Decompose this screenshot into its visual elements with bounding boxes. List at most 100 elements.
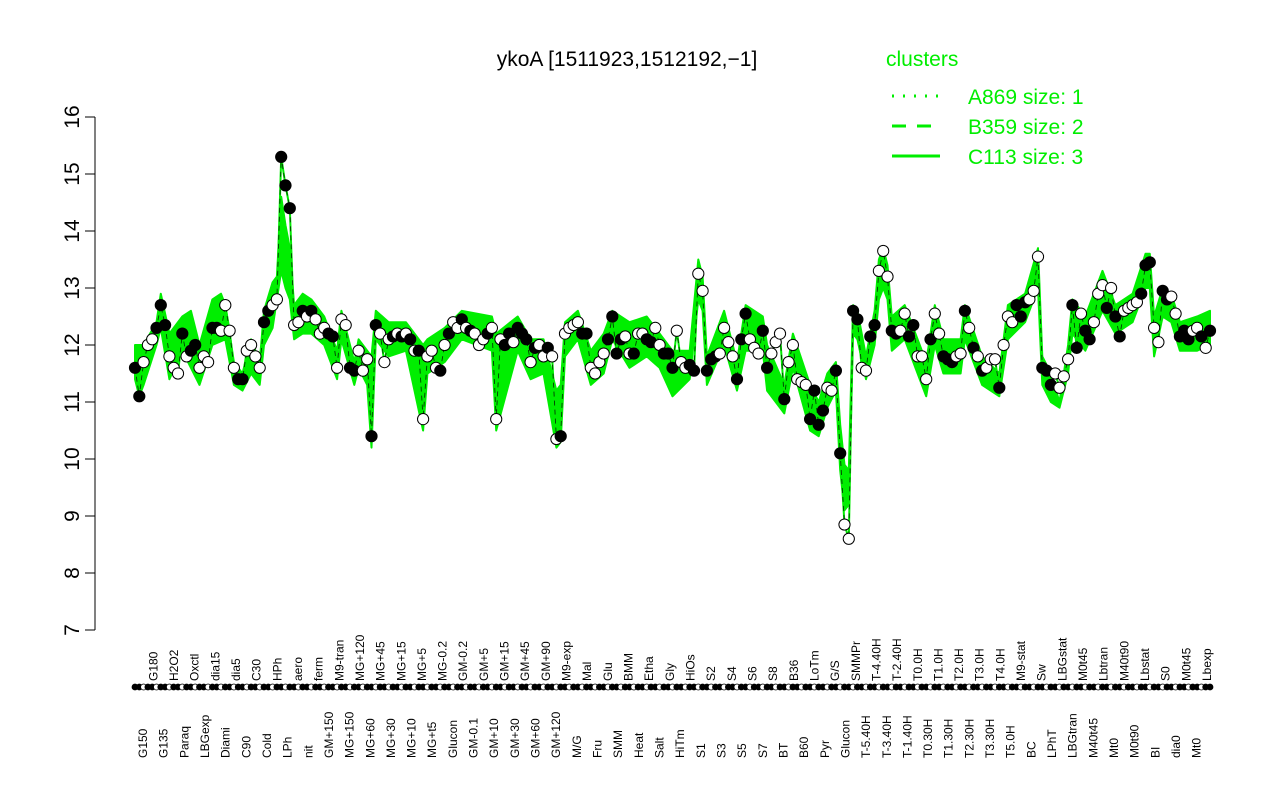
data-point-open xyxy=(374,327,387,340)
data-points xyxy=(128,150,1217,545)
x-tick-label: MG+120 xyxy=(353,634,367,681)
x-tick-label: T3.30H xyxy=(983,719,997,758)
data-point-open xyxy=(713,347,726,360)
y-tick-label: 11 xyxy=(61,391,84,413)
data-point-filled xyxy=(662,347,675,360)
x-tick-label: T0.30H xyxy=(921,719,935,758)
data-point-open xyxy=(988,353,1002,366)
x-tick-label: Salt xyxy=(653,737,667,758)
data-point-filled xyxy=(176,327,189,340)
x-axis: G150 G180 G135 H2O2 Paraq Oxctl LBGexp dia15 Dia… xyxy=(131,634,1214,758)
data-point-open xyxy=(842,532,855,545)
data-point-filled xyxy=(442,327,455,340)
data-point-open xyxy=(799,378,812,391)
data-point-filled xyxy=(1100,301,1113,315)
data-point-open xyxy=(1169,307,1182,320)
data-point-open xyxy=(352,344,365,357)
x-tick-label: dia0 xyxy=(1169,735,1183,758)
x-tick-label: S1 xyxy=(694,743,708,758)
data-point-filled xyxy=(279,179,292,192)
legend-entry-b359: B359 size: 2 xyxy=(968,116,1084,139)
x-tick-label: MG+5 xyxy=(415,648,429,681)
x-tick-label: T2.0H xyxy=(952,648,966,681)
data-point-open xyxy=(1199,341,1212,354)
data-point-open xyxy=(1006,316,1019,329)
data-point-filled xyxy=(1109,310,1122,323)
data-point-open xyxy=(825,384,838,397)
y-tick-label: 14 xyxy=(61,219,84,243)
x-tick-label: MG+45 xyxy=(374,641,388,681)
data-point-filled xyxy=(804,413,817,426)
x-tick-label: M9-exp xyxy=(560,641,574,681)
data-point-filled xyxy=(1113,330,1126,343)
x-tick-label: LBGstat xyxy=(1055,637,1069,681)
x-tick-label: Gly xyxy=(663,663,677,681)
x-tick-label: MG+t5 xyxy=(425,721,439,758)
data-point-open xyxy=(249,350,262,363)
data-point-open xyxy=(193,361,206,374)
x-tick-label: Etha xyxy=(642,656,656,681)
data-point-open xyxy=(1165,290,1178,303)
data-point-filled xyxy=(868,318,881,332)
x-tick-label: S0 xyxy=(1159,666,1173,681)
data-point-open xyxy=(524,356,537,369)
data-point-open xyxy=(1087,316,1101,329)
data-point-open xyxy=(438,338,451,352)
x-tick-label: HPh xyxy=(270,658,284,681)
x-tick-label: GM+10 xyxy=(487,718,501,758)
data-point-open xyxy=(417,413,430,426)
data-point-open xyxy=(227,361,240,374)
data-point-filled xyxy=(554,430,567,443)
chart-title: ykoA [1511923,1512192,−1] xyxy=(497,48,758,71)
data-point-filled xyxy=(580,327,593,340)
x-rug-mark xyxy=(1206,683,1214,691)
data-point-filled xyxy=(159,318,172,332)
data-point-open xyxy=(1031,250,1045,263)
x-tick-label: BMM xyxy=(622,653,636,681)
data-point-open xyxy=(670,324,683,337)
x-tick-label: T0.0H xyxy=(911,648,925,681)
x-tick-label: B60 xyxy=(797,736,811,758)
x-tick-label: LBGexp xyxy=(198,714,212,758)
data-point-filled xyxy=(189,338,202,352)
x-tick-label: dia5 xyxy=(229,658,243,681)
x-tick-label: Pyr xyxy=(818,740,832,758)
x-tick-label: M9-stat xyxy=(1014,640,1028,681)
data-point-open xyxy=(894,324,907,337)
data-point-filled xyxy=(133,390,146,403)
data-point-open xyxy=(773,327,787,340)
x-tick-label: BC xyxy=(1024,741,1038,758)
x-tick-label: T1.30H xyxy=(942,719,956,758)
x-tick-label: aero xyxy=(291,657,305,681)
data-point-filled xyxy=(993,381,1006,394)
x-tick-label: Paraq xyxy=(177,726,191,758)
data-point-filled xyxy=(816,404,830,417)
data-point-open xyxy=(1074,307,1088,320)
data-point-filled xyxy=(257,316,271,329)
x-tick-label: MG+60 xyxy=(363,718,377,758)
data-point-open xyxy=(872,264,886,277)
data-point-open xyxy=(1057,370,1070,383)
x-tick-label: S7 xyxy=(756,743,770,758)
x-tick-label: Lbstat xyxy=(1138,648,1152,681)
data-point-open xyxy=(933,327,946,340)
series-line xyxy=(134,156,1211,540)
x-tick-label: S5 xyxy=(735,743,749,758)
data-point-open xyxy=(920,373,933,386)
data-point-filled xyxy=(829,364,843,377)
data-point-open xyxy=(331,361,344,374)
x-tick-label: GM+5 xyxy=(477,648,491,681)
x-tick-label: SMMPr xyxy=(849,641,863,681)
y-tick-label: 7 xyxy=(61,624,84,636)
data-point-open xyxy=(928,307,941,320)
data-point-open xyxy=(292,316,305,329)
expression-band xyxy=(134,156,1211,540)
x-tick-label: Oxctl xyxy=(188,654,202,681)
x-tick-label: S4 xyxy=(725,666,739,681)
data-point-filled xyxy=(1066,299,1079,312)
data-point-open xyxy=(915,350,929,363)
x-tick-label: HiTm xyxy=(673,729,687,758)
x-tick-label: ferm xyxy=(312,657,326,681)
data-point-open xyxy=(270,293,283,306)
